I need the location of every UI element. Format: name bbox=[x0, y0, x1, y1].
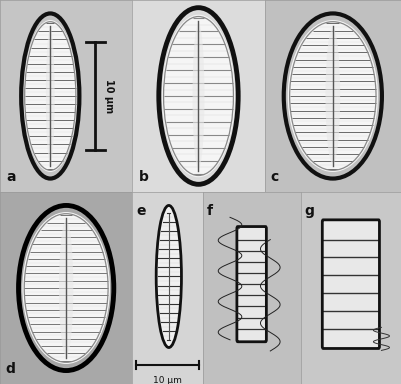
Ellipse shape bbox=[173, 39, 224, 154]
Ellipse shape bbox=[182, 61, 215, 131]
Ellipse shape bbox=[37, 59, 63, 133]
Ellipse shape bbox=[57, 271, 76, 305]
Ellipse shape bbox=[49, 92, 52, 100]
Ellipse shape bbox=[311, 59, 355, 133]
Text: a: a bbox=[6, 170, 16, 184]
Ellipse shape bbox=[21, 210, 111, 366]
Ellipse shape bbox=[36, 55, 65, 137]
Ellipse shape bbox=[306, 51, 360, 141]
Ellipse shape bbox=[33, 46, 68, 146]
Ellipse shape bbox=[43, 75, 58, 117]
Text: g: g bbox=[305, 204, 315, 217]
Ellipse shape bbox=[47, 88, 53, 104]
Ellipse shape bbox=[47, 255, 85, 321]
Ellipse shape bbox=[291, 26, 375, 166]
Ellipse shape bbox=[313, 63, 352, 129]
Ellipse shape bbox=[296, 34, 370, 158]
Ellipse shape bbox=[318, 71, 348, 121]
Ellipse shape bbox=[30, 38, 71, 154]
Ellipse shape bbox=[26, 26, 75, 166]
Ellipse shape bbox=[196, 92, 200, 101]
Ellipse shape bbox=[42, 71, 59, 121]
Ellipse shape bbox=[22, 212, 110, 364]
Ellipse shape bbox=[298, 38, 367, 154]
Ellipse shape bbox=[40, 67, 61, 125]
Ellipse shape bbox=[24, 20, 77, 172]
Ellipse shape bbox=[46, 84, 55, 108]
Ellipse shape bbox=[188, 74, 209, 118]
Ellipse shape bbox=[316, 67, 350, 125]
Ellipse shape bbox=[28, 222, 104, 354]
Ellipse shape bbox=[320, 75, 345, 117]
Ellipse shape bbox=[175, 43, 222, 149]
Text: c: c bbox=[270, 170, 278, 184]
Ellipse shape bbox=[186, 70, 211, 122]
Ellipse shape bbox=[31, 42, 69, 150]
Ellipse shape bbox=[180, 56, 217, 136]
Ellipse shape bbox=[190, 78, 207, 114]
Ellipse shape bbox=[171, 34, 226, 158]
Ellipse shape bbox=[26, 218, 107, 358]
Ellipse shape bbox=[33, 230, 99, 346]
Ellipse shape bbox=[38, 63, 62, 129]
Ellipse shape bbox=[167, 25, 230, 167]
Ellipse shape bbox=[177, 47, 220, 145]
Ellipse shape bbox=[38, 238, 95, 338]
Ellipse shape bbox=[165, 21, 232, 171]
Ellipse shape bbox=[326, 84, 340, 108]
Ellipse shape bbox=[43, 247, 90, 329]
Ellipse shape bbox=[24, 22, 77, 170]
Ellipse shape bbox=[54, 267, 78, 309]
Ellipse shape bbox=[163, 17, 234, 175]
Ellipse shape bbox=[46, 28, 55, 164]
Ellipse shape bbox=[30, 226, 102, 350]
Text: d: d bbox=[5, 362, 15, 376]
Ellipse shape bbox=[49, 259, 83, 317]
Ellipse shape bbox=[52, 263, 81, 313]
Ellipse shape bbox=[23, 214, 109, 362]
Ellipse shape bbox=[161, 12, 236, 180]
Ellipse shape bbox=[22, 18, 78, 174]
Ellipse shape bbox=[45, 251, 87, 325]
Ellipse shape bbox=[294, 30, 372, 162]
Ellipse shape bbox=[326, 28, 340, 164]
Ellipse shape bbox=[304, 46, 362, 146]
Ellipse shape bbox=[192, 83, 205, 109]
Ellipse shape bbox=[59, 220, 73, 356]
Text: f: f bbox=[207, 204, 213, 217]
Ellipse shape bbox=[34, 51, 66, 141]
Ellipse shape bbox=[59, 276, 73, 300]
Ellipse shape bbox=[179, 52, 219, 140]
FancyBboxPatch shape bbox=[237, 227, 266, 342]
Ellipse shape bbox=[45, 79, 56, 113]
Ellipse shape bbox=[169, 30, 228, 162]
Ellipse shape bbox=[323, 79, 342, 113]
Ellipse shape bbox=[184, 65, 213, 127]
Ellipse shape bbox=[288, 20, 378, 172]
Ellipse shape bbox=[286, 18, 379, 174]
Ellipse shape bbox=[156, 205, 181, 348]
Text: b: b bbox=[139, 170, 149, 184]
Ellipse shape bbox=[40, 243, 92, 333]
Text: 10 μm: 10 μm bbox=[103, 79, 113, 113]
Ellipse shape bbox=[35, 234, 97, 342]
Ellipse shape bbox=[289, 22, 377, 170]
Ellipse shape bbox=[192, 23, 205, 169]
Ellipse shape bbox=[28, 34, 72, 158]
Ellipse shape bbox=[308, 55, 357, 137]
Ellipse shape bbox=[61, 280, 71, 296]
Ellipse shape bbox=[330, 92, 335, 100]
Ellipse shape bbox=[27, 30, 73, 162]
Text: 10 μm: 10 μm bbox=[153, 376, 182, 384]
Ellipse shape bbox=[162, 15, 235, 177]
Ellipse shape bbox=[194, 87, 203, 105]
Ellipse shape bbox=[64, 284, 69, 292]
Text: e: e bbox=[136, 204, 146, 217]
Ellipse shape bbox=[328, 88, 338, 104]
FancyBboxPatch shape bbox=[322, 220, 379, 349]
Ellipse shape bbox=[301, 42, 365, 150]
